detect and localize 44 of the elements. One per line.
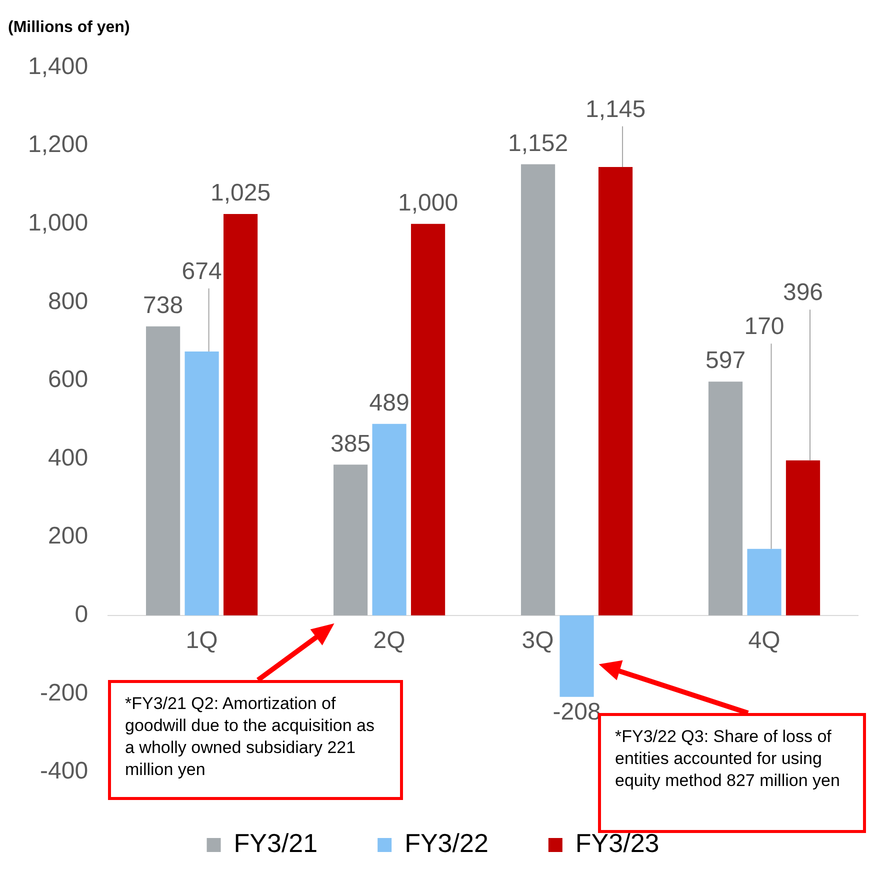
bar — [184, 351, 219, 616]
data-label: 597 — [705, 347, 746, 374]
y-tick-label: 1,200 — [28, 131, 88, 158]
annotation: *FY3/22 Q3: Share of loss of entities accounted for using equity method 827 million yen — [615, 727, 840, 790]
bar — [598, 167, 633, 616]
data-label: 489 — [369, 390, 410, 417]
legend-label: FY3/23 — [575, 828, 660, 858]
bar — [560, 615, 594, 697]
bar — [224, 214, 258, 616]
data-label: 1,145 — [585, 96, 646, 123]
bar — [372, 424, 406, 616]
y-tick-label: 800 — [48, 288, 88, 315]
x-tick-label: 4Q — [748, 627, 780, 654]
data-label: 170 — [744, 313, 784, 340]
x-tick-label: 3Q — [522, 627, 554, 654]
y-tick-label: 600 — [48, 366, 88, 394]
bar — [708, 382, 743, 616]
bar — [146, 326, 180, 616]
data-label: 396 — [782, 279, 824, 306]
y-tick-label: 1,400 — [28, 52, 88, 80]
y-tick-label: -400 — [40, 758, 88, 785]
x-tick-label: 2Q — [373, 627, 406, 654]
bar — [333, 464, 368, 616]
legend-label: FY3/22 — [404, 828, 488, 858]
data-label: 738 — [143, 292, 184, 320]
y-axis-title: (Millions of yen) — [8, 19, 130, 36]
y-tick-label: -200 — [40, 679, 88, 706]
data-label: 674 — [182, 258, 222, 286]
y-tick-label: 1,000 — [28, 209, 88, 236]
data-label: 1,152 — [508, 130, 568, 157]
bar — [786, 460, 820, 616]
bar — [520, 164, 556, 616]
annotation: *FY3/21 Q2: Amortization of goodwill due to the acquisition as a wholly owned subsidiary 221 million yen — [108, 680, 403, 800]
bar — [747, 548, 782, 616]
data-label: 1,000 — [398, 189, 458, 216]
bar — [410, 224, 446, 616]
y-tick-label: 0 — [74, 601, 88, 628]
data-label: 1,025 — [210, 180, 271, 207]
x-tick-label: 1Q — [186, 627, 218, 654]
data-label: 385 — [330, 430, 371, 458]
y-tick-label: 400 — [48, 444, 88, 472]
y-tick-label: 200 — [48, 522, 88, 550]
data-label: -208 — [552, 698, 601, 726]
legend-label: FY3/21 — [234, 828, 318, 858]
